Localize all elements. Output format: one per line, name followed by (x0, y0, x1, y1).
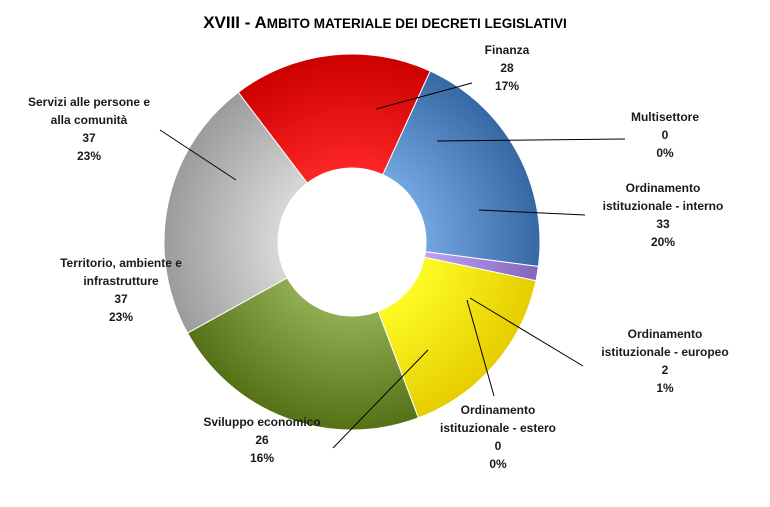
leader-line-sviluppo-economico (332, 349, 429, 449)
data-label-sviluppo-economico: Sviluppo economico 26 16% (203, 415, 320, 465)
data-label-ordinamento-istituzionale-estero: Ordinamento istituzionale - estero 0 0% (440, 403, 556, 471)
data-label-multisettore: Multisettore 0 0% (631, 110, 699, 160)
slice-territorio-ambiente-e-infrastrutture (186, 277, 420, 431)
slice-sviluppo-economico (377, 256, 537, 419)
leader-line-finanza (375, 82, 473, 110)
leader-line-ordinamento-istituzionale-europeo (469, 297, 584, 367)
slice-servizi-alle-persone-e-alla-comunita (163, 91, 308, 334)
leader-line-ordinamento-istituzionale-interno (478, 209, 586, 216)
data-labels: Finanza 28 17% Multisettore 0 0% Ordinamento is… (28, 43, 729, 471)
data-label-ordinamento-istituzionale-interno: Ordinamento istituzionale - interno 33 20% (603, 181, 724, 249)
slices-layer (163, 53, 541, 431)
leader-line-multisettore (436, 138, 626, 142)
leader-lines (159, 82, 626, 449)
data-label-ordinamento-istituzionale-europeo: Ordinamento istituzionale - europeo 2 1% (601, 327, 728, 395)
data-label-servizi-alle-persone-e-alla-comunita: Servizi alle persone e alla comunità 37 23% (28, 95, 150, 163)
chart-title: XVIII - AMBITO MATERIALE DEI DECRETI LEG… (203, 13, 567, 32)
leader-line-servizi-alle-persone-e-alla-comunita (159, 129, 237, 181)
slice-ordinamento-istituzionale-interno (382, 70, 541, 268)
data-label-territorio-ambiente-e-infrastrutture: Territorio, ambiente e infrastrutture 37 23… (60, 256, 182, 324)
leader-line-ordinamento-istituzionale-estero (466, 299, 495, 397)
slice-finanza (237, 53, 431, 184)
data-label-finanza: Finanza 28 17% (485, 43, 530, 93)
